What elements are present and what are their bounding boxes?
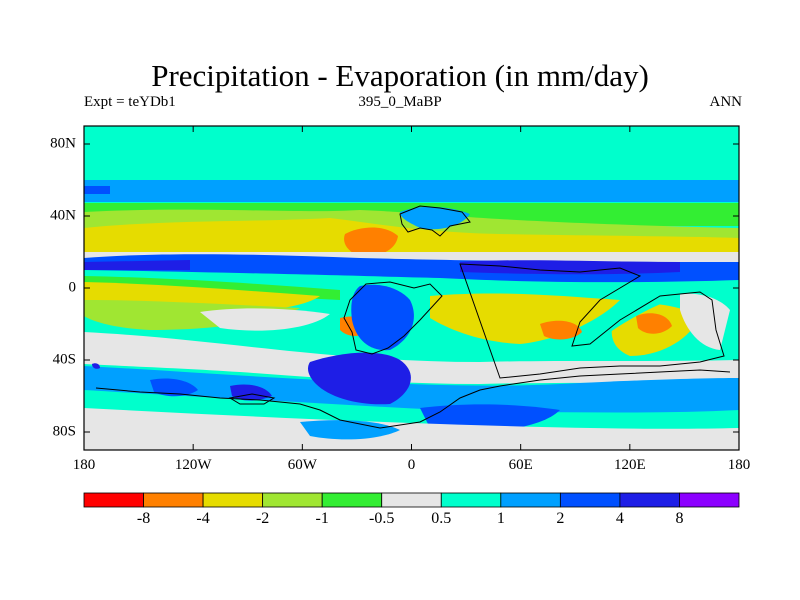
colorbar-label: -2 bbox=[255, 510, 270, 527]
colorbar-swatch bbox=[440, 492, 502, 508]
lon-tick-label: 60W bbox=[287, 457, 317, 473]
lon-tick-label: 180 bbox=[727, 457, 751, 473]
band-dry-equatorial bbox=[84, 252, 739, 262]
colorbar-label: 1 bbox=[496, 510, 505, 527]
experiment-label: Expt = teYDb1 bbox=[84, 94, 176, 110]
colorbar-swatch bbox=[679, 492, 740, 508]
colorbar-label: -8 bbox=[136, 510, 151, 527]
colorbar-label: 4 bbox=[615, 510, 624, 527]
time-label: 395_0_MaBP bbox=[358, 94, 442, 110]
coastline-island bbox=[228, 393, 276, 405]
lat-tick-label: 0 bbox=[68, 279, 77, 296]
colorbar-label: -4 bbox=[196, 510, 210, 527]
colorbar-swatch bbox=[262, 492, 323, 508]
blob-north-orange bbox=[344, 227, 398, 257]
continent-blue bbox=[351, 284, 414, 351]
colorbar-swatch bbox=[559, 492, 621, 508]
blob-polar-blue bbox=[300, 420, 400, 440]
band-polar-dry bbox=[84, 408, 739, 450]
season-label: ANN bbox=[709, 94, 743, 110]
band-north-yellow bbox=[84, 218, 739, 259]
blob-north-west bbox=[84, 186, 110, 194]
coastline-south bbox=[95, 369, 731, 429]
colorbar-label: 2 bbox=[556, 510, 565, 527]
coastline-north bbox=[399, 205, 471, 237]
blob-continent-north bbox=[400, 206, 470, 230]
colorbar-label: -1 bbox=[315, 510, 329, 527]
band-north bbox=[84, 180, 739, 202]
lat-tick-label: 80N bbox=[50, 135, 76, 152]
band-south-storm bbox=[84, 366, 739, 413]
lat-tick-label: 40N bbox=[50, 207, 76, 224]
blob-south-orange-east bbox=[540, 320, 582, 340]
band-itcz bbox=[84, 254, 739, 283]
lon-tick-label: 120W bbox=[174, 457, 212, 473]
axis-ticks bbox=[83, 126, 740, 450]
lat-tick-label: 40S bbox=[52, 351, 76, 368]
colorbar-swatch bbox=[381, 492, 442, 508]
blob-south-blue-west bbox=[150, 378, 198, 397]
band-south-cyan bbox=[84, 273, 739, 305]
patch-dry-west bbox=[200, 308, 330, 331]
map-field bbox=[84, 126, 739, 450]
band-south-yellow-east bbox=[430, 293, 620, 344]
blob-itcz-west bbox=[84, 260, 190, 270]
colorbar-swatch bbox=[500, 492, 561, 508]
colorbar-label: 8 bbox=[675, 510, 684, 527]
colorbar-swatch bbox=[202, 492, 264, 508]
colorbar-label: -0.5 bbox=[369, 510, 395, 527]
blob-south-orange-far-east bbox=[636, 313, 672, 334]
colorbar-swatch bbox=[83, 492, 144, 508]
lat-tick-label: 80S bbox=[52, 423, 76, 440]
lon-tick-label: 0 bbox=[407, 457, 416, 473]
blob-south-deep-blue bbox=[308, 352, 411, 405]
colorbar-swatch bbox=[321, 492, 383, 508]
lon-tick-label: 60E bbox=[508, 457, 533, 473]
lon-tick-label: 180 bbox=[72, 457, 96, 473]
coastline-east bbox=[459, 263, 725, 379]
colorbar-swatch bbox=[619, 492, 680, 508]
colorbar-label: 0.5 bbox=[431, 510, 452, 527]
coastline-central bbox=[343, 281, 443, 355]
colorbar-swatch bbox=[143, 492, 204, 508]
band-south-dry bbox=[84, 332, 739, 384]
lon-tick-label: 120E bbox=[613, 457, 646, 473]
plot-title: Precipitation - Evaporation (in mm/day) bbox=[151, 58, 649, 93]
dot-west bbox=[92, 363, 100, 369]
colorbar bbox=[83, 492, 740, 508]
blob-itcz-east bbox=[460, 260, 680, 275]
